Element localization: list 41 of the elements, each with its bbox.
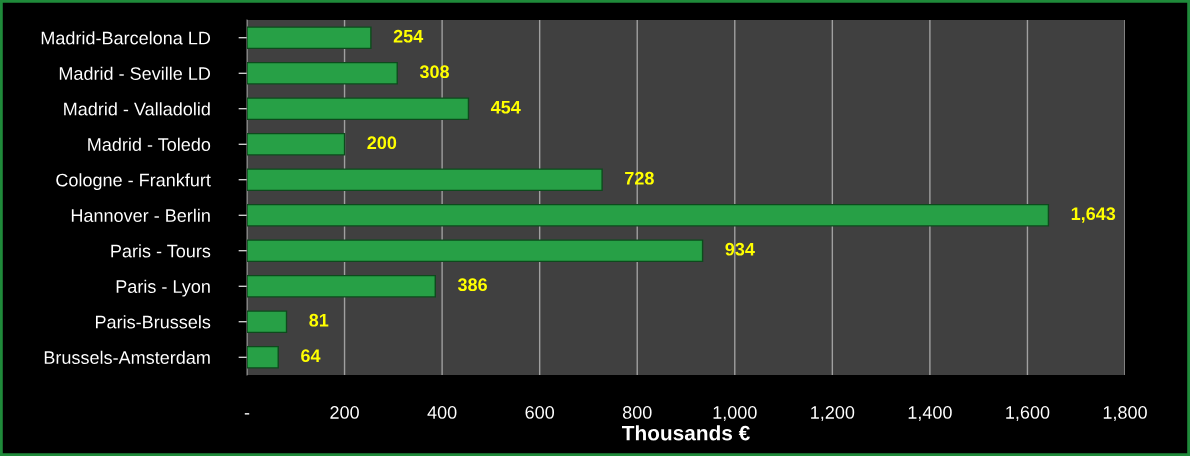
data-label: 254 [393, 29, 424, 43]
bar [247, 168, 603, 192]
x-tick-label: - [244, 413, 250, 415]
x-tick-label: 1,600 [1006, 406, 1050, 421]
x-tick-label: 400 [427, 406, 457, 419]
y-tick-label: Madrid - Toledo [88, 137, 211, 151]
x-axis-title: Thousands € [622, 425, 750, 441]
bar [247, 61, 398, 85]
data-label: 200 [367, 136, 397, 150]
bar [247, 26, 372, 50]
x-tick-label: 200 [330, 406, 359, 419]
x-tick-label: 600 [525, 406, 555, 419]
y-tick-label: Madrid - Valladolid [64, 102, 210, 116]
data-label: 81 [309, 313, 329, 327]
x-tick-label: 1,200 [811, 406, 855, 421]
y-tick-label: Brussels-Amsterdam [44, 350, 210, 364]
y-tick-label: Paris - Lyon [116, 279, 210, 297]
x-tick-label: 1,800 [1103, 406, 1147, 421]
bar [247, 310, 288, 334]
bar [247, 274, 436, 298]
y-tick-label: Cologne - Frankfurt [56, 173, 211, 191]
data-label: 386 [457, 278, 487, 292]
y-tick-label: Hannover - Berlin [71, 208, 210, 222]
bar [247, 203, 1050, 227]
data-label: 308 [419, 65, 450, 79]
y-tick-label: Madrid-Barcelona LD [41, 31, 211, 45]
bar [247, 97, 470, 121]
data-label: 934 [725, 242, 755, 256]
data-label: 1,643 [1071, 207, 1116, 223]
data-label: 454 [490, 101, 521, 114]
bar [247, 132, 346, 156]
y-tick-label: Paris - Tours [111, 244, 211, 258]
data-label: 64 [301, 349, 321, 363]
data-label: 728 [625, 171, 654, 185]
bar [247, 239, 704, 263]
y-tick-label: Paris-Brussels [95, 315, 211, 329]
x-tick-label: 1,000 [713, 406, 757, 421]
x-tick-label: 800 [622, 406, 652, 419]
bar [247, 345, 279, 369]
y-tick-label: Madrid - Seville LD [59, 66, 211, 80]
x-tick-label: 1,400 [908, 406, 952, 421]
